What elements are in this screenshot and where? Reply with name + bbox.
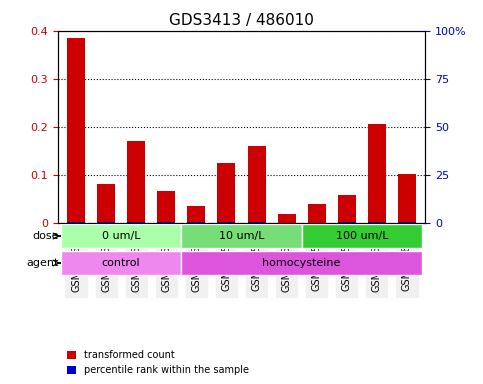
FancyBboxPatch shape [61,251,181,275]
Bar [368,124,386,223]
Legend: transformed count, percentile rank within the sample: transformed count, percentile rank withi… [63,346,253,379]
Text: agent: agent [26,258,58,268]
Bar [217,162,236,223]
Bar [308,204,326,223]
Bar [398,174,416,223]
Text: dose: dose [32,231,58,241]
Bar [97,184,115,223]
Bar [127,141,145,223]
Text: control: control [102,258,141,268]
Bar [157,191,175,223]
Bar [338,195,356,223]
Title: GDS3413 / 486010: GDS3413 / 486010 [169,13,314,28]
Bar [67,38,85,223]
Bar [187,206,205,223]
Text: 0 um/L: 0 um/L [102,231,141,241]
Text: 10 um/L: 10 um/L [219,231,264,241]
Bar [278,214,296,223]
FancyBboxPatch shape [302,224,422,248]
FancyBboxPatch shape [181,251,422,275]
Bar [247,146,266,223]
FancyBboxPatch shape [181,224,302,248]
Text: 100 um/L: 100 um/L [336,231,388,241]
FancyBboxPatch shape [61,224,181,248]
Text: homocysteine: homocysteine [262,258,341,268]
